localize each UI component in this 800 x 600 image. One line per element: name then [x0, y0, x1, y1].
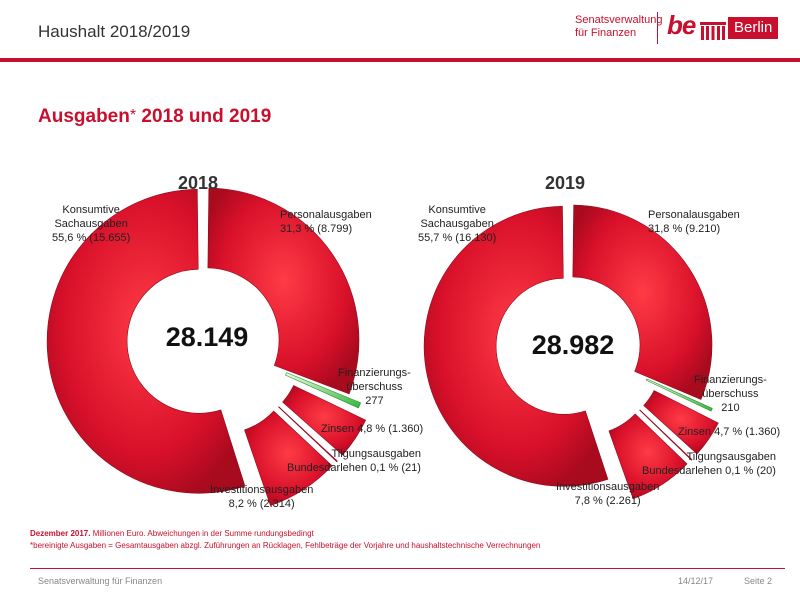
- label-2019-personal-line1: Personalausgaben: [648, 209, 740, 221]
- label-2018-konsum-line1: Konsumtive: [62, 204, 120, 216]
- label-2018-personal-line2: 31,3 % (8.799): [280, 223, 353, 235]
- center-total-2018: 28.149: [165, 322, 249, 352]
- label-2019-tilgung: Tilgungsausgaben Bundesdarlehen 0,1 % (2…: [642, 450, 776, 478]
- donut-segment-2018-3: [282, 385, 367, 456]
- donut-segment-2019-6: [423, 206, 609, 487]
- label-2019-investitionsausgaben: Investitionsausgaben 7,8 % (2.261): [556, 480, 659, 508]
- label-2018-investitionsausgaben: Investitionsausgaben 8,2 % (2.314): [210, 483, 313, 511]
- footer-rule: [30, 568, 785, 569]
- donut-segment-2018-6: [46, 188, 246, 494]
- footnote-line-2: *bereinigte Ausgaben = Gesamtausgaben ab…: [30, 541, 541, 550]
- footer-page: Seite 2: [744, 576, 773, 586]
- year-label-2018: 2018: [178, 173, 219, 193]
- label-2019-personal-line2: 31,8 % (9.210): [648, 223, 721, 235]
- label-2019-invest-line2: 7,8 % (2.261): [574, 495, 641, 507]
- label-2019-invest-line1: Investitionsausgaben: [556, 481, 660, 493]
- label-2019-zinsen: Zinsen 4,7 % (1.360): [678, 426, 781, 438]
- slide-title-star: *: [129, 107, 137, 124]
- donut-segment-2018-5: [244, 410, 333, 506]
- donut-segment-2018-1: [207, 187, 360, 395]
- label-2018-finanzierungsueberschuss: Finanzierungs- überschuss 277: [338, 366, 411, 408]
- logo-be: be: [667, 10, 696, 40]
- label-2018-invest-line1: Investitionsausgaben: [210, 484, 314, 496]
- donut-segment-2018-4: [278, 406, 338, 463]
- label-2019-personalausgaben: Personalausgaben 31,8 % (9.210): [648, 208, 740, 236]
- label-2019-fin-line3: 210: [721, 402, 740, 414]
- logo-berlin: Berlin: [728, 17, 779, 39]
- label-2019-konsum-line1: Konsumtive: [428, 204, 486, 216]
- label-2019-konsum-line2: Sachausgaben: [420, 218, 494, 230]
- label-2018-konsum-line3: 55,6 % (15.655): [52, 232, 131, 244]
- footer-org: Senatsverwaltung für Finanzen: [38, 576, 163, 586]
- label-2018-konsumtive-sachausgaben: Konsumtive Sachausgaben 55,6 % (15.655): [52, 203, 130, 245]
- label-2018-fin-line1: Finanzierungs-: [338, 367, 411, 379]
- label-2018-tilgung: Tilgungsausgaben Bundesdarlehen 0,1 % (2…: [287, 447, 421, 475]
- donut-2019: [423, 204, 719, 500]
- footnote-date: Dezember 2017.: [30, 529, 91, 538]
- slide-title-main: Ausgaben: [38, 106, 130, 127]
- donut-segment-2019-2: [645, 378, 713, 412]
- label-2018-zinsen: Zinsen 4,8 % (1.360): [321, 423, 424, 435]
- logo-line-1: Senatsverwaltung: [575, 14, 663, 26]
- slide-title-suffix: 2018 und 2019: [136, 106, 272, 127]
- label-2018-personalausgaben: Personalausgaben 31,3 % (8.799): [280, 208, 372, 236]
- label-2018-invest-line2: 8,2 % (2.314): [228, 498, 295, 510]
- donut-segment-2019-4: [639, 409, 693, 461]
- header-rule: [0, 58, 800, 62]
- footnote-units: Millionen Euro. Abweichungen in der Summ…: [90, 529, 314, 538]
- label-2019-fin-line2: überschuss: [702, 388, 759, 400]
- donut-2018: [46, 187, 367, 506]
- donut-segment-2019-3: [643, 390, 719, 455]
- label-2018-konsum-line2: Sachausgaben: [54, 218, 128, 230]
- label-2018-personal-line1: Personalausgaben: [280, 209, 372, 221]
- slide-title: Ausgaben* 2018 und 2019: [38, 106, 271, 128]
- label-2018-tilgung-line1: Tilgungsausgaben: [331, 448, 421, 460]
- donut-segment-2019-1: [572, 204, 713, 400]
- logo-org-text: Senatsverwaltung für Finanzen: [575, 14, 662, 40]
- label-2019-konsum-line3: 55,7 % (16.130): [418, 232, 497, 244]
- center-total-2019: 28.982: [531, 330, 615, 360]
- label-2018-tilgung-line2: Bundesdarlehen 0,1 % (21): [287, 462, 421, 474]
- donut-segment-2018-2: [285, 372, 362, 409]
- logo-line-2: für Finanzen: [575, 27, 637, 39]
- logo-separator: [657, 12, 658, 44]
- donut-segment-2019-5: [608, 413, 688, 500]
- label-2019-finanzierungsueberschuss: Finanzierungs- überschuss 210: [694, 373, 767, 415]
- label-2019-fin-line1: Finanzierungs-: [694, 374, 767, 386]
- brandenburg-gate-icon: [700, 22, 726, 40]
- footnote-line-1: Dezember 2017. Millionen Euro. Abweichun…: [30, 529, 314, 538]
- footer-date: 14/12/17: [678, 576, 714, 586]
- year-label-2019: 2019: [545, 173, 586, 193]
- label-2019-konsumtive-sachausgaben: Konsumtive Sachausgaben 55,7 % (16.130): [418, 203, 496, 245]
- label-2019-tilgung-line1: Tilgungsausgaben: [686, 451, 776, 463]
- label-2019-tilgung-line2: Bundesdarlehen 0,1 % (20): [642, 465, 776, 477]
- label-2018-fin-line3: 277: [365, 395, 384, 407]
- label-2018-fin-line2: überschuss: [346, 381, 403, 393]
- header-title: Haushalt 2018/2019: [38, 22, 191, 41]
